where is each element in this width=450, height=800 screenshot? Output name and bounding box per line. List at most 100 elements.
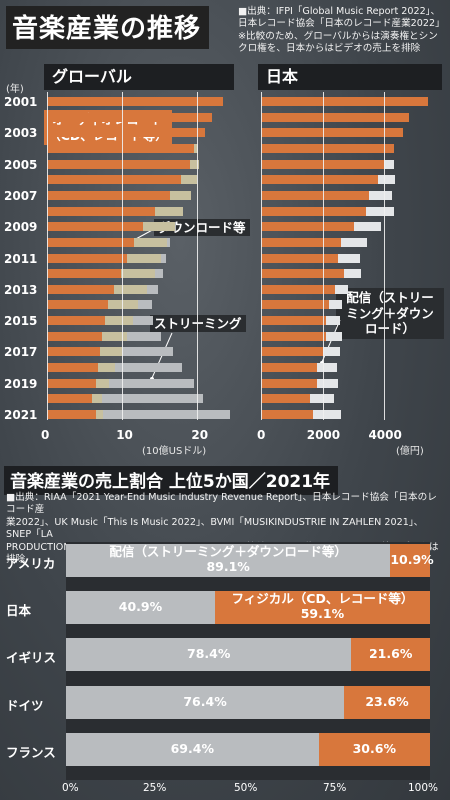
- japan-bar: [344, 269, 362, 279]
- global-x-tick: 20: [191, 428, 209, 442]
- global-bar: [103, 410, 231, 419]
- japan-bar: [338, 253, 360, 263]
- global-bar: [189, 159, 199, 169]
- global-bar: [47, 143, 195, 153]
- share-bar: [66, 638, 352, 671]
- global-panel-title: グローバル: [44, 64, 234, 90]
- japan-bar: [261, 284, 336, 294]
- global-bar: [104, 316, 133, 326]
- global-bar: [134, 237, 167, 247]
- share-x-tick: 75%: [323, 782, 347, 794]
- annotation-download: ダウンロード等: [154, 219, 250, 236]
- global-bar: [126, 331, 162, 341]
- source-note: ■出典：IFPI「Global Music Report 2022」、 日本レコ…: [238, 6, 446, 55]
- share-value-label: 30.6%: [352, 741, 396, 756]
- japan-bar: [261, 378, 317, 388]
- japan-x-tick: 4000: [368, 428, 402, 442]
- share-value-label: 76.4%: [183, 694, 227, 709]
- global-x-tick: 10: [116, 428, 133, 442]
- japan-bar: [261, 97, 428, 106]
- japan-bar: [261, 363, 317, 373]
- year-tick-label: 2001: [4, 95, 38, 109]
- global-bar: [169, 190, 192, 200]
- share-bar: [66, 591, 215, 624]
- global-bar: [137, 300, 153, 310]
- share-bar: [390, 544, 430, 577]
- global-gridline: [197, 92, 199, 420]
- japan-bar: [310, 394, 335, 404]
- share-chart-title: 音楽産業の売上割合 上位5か国／2021年: [4, 466, 339, 495]
- global-bar: [161, 253, 166, 263]
- country-label: フランス: [6, 745, 56, 760]
- japan-bar: [261, 222, 354, 232]
- source-line: ※比較のため、グローバルからは演奏権とシン: [238, 30, 438, 42]
- global-bar: [101, 331, 127, 341]
- global-gridline: [122, 92, 124, 420]
- japan-bar: [261, 190, 370, 200]
- japan-bar: [341, 237, 368, 247]
- japan-gridline: [261, 92, 262, 420]
- japan-bar: [261, 128, 403, 138]
- global-bar: [166, 237, 170, 247]
- japan-bar: [261, 347, 323, 357]
- global-bar: [47, 394, 93, 404]
- global-bar: [113, 284, 147, 294]
- japan-bar: [261, 253, 339, 263]
- japan-bar: [335, 284, 349, 294]
- year-tick-label: 2017: [4, 345, 38, 360]
- global-bar: [194, 143, 199, 153]
- japan-x-tick: 0: [257, 428, 266, 442]
- global-bar: [47, 112, 213, 122]
- global-bar: [122, 347, 173, 357]
- japan-bar: [365, 206, 394, 216]
- japan-bar: [378, 175, 396, 185]
- global-bar: [47, 159, 190, 169]
- share-value-label: 89.1%: [206, 559, 250, 574]
- global-bar: [47, 128, 205, 138]
- japan-bar: [316, 378, 339, 388]
- global-bar: [47, 175, 181, 185]
- japan-bar: [261, 175, 379, 185]
- annotation-japan-digital: 配信（ストリーミング＋ダウンロード）: [336, 288, 444, 339]
- year-tick-label: 2015: [4, 314, 38, 329]
- share-series-name-physical: フィジカル（CD、レコード等）: [231, 591, 414, 606]
- country-label: ドイツ: [6, 698, 44, 713]
- global-bar: [47, 253, 128, 263]
- global-bar: [47, 331, 102, 341]
- global-bar: [174, 222, 177, 232]
- source-line: クロ権を、日本からはビデオの売上を排除: [238, 42, 421, 54]
- share-bar: [214, 591, 430, 624]
- global-bar: [47, 222, 144, 232]
- global-bar: [47, 378, 96, 388]
- share-bar: [66, 733, 319, 766]
- global-bar: [47, 237, 135, 247]
- global-bar: [47, 269, 121, 279]
- global-bar: [155, 269, 163, 279]
- global-bar: [115, 363, 182, 373]
- share-value-label: 21.6%: [368, 646, 413, 661]
- share-value-label: 59.1%: [300, 606, 345, 621]
- share-x-tick: 50%: [234, 782, 258, 794]
- share-value-label: 23.6%: [365, 694, 409, 709]
- country-label: アメリカ: [6, 556, 56, 571]
- global-bar: [100, 347, 123, 357]
- year-tick-label: 2021: [4, 408, 38, 422]
- global-bar: [47, 97, 223, 106]
- year-tick-label: 2019: [4, 376, 38, 391]
- year-tick-label: 2013: [4, 282, 38, 297]
- year-tick-label: 2007: [4, 188, 38, 203]
- share-value-label: 69.4%: [170, 741, 214, 756]
- share-value-label: 78.4%: [187, 646, 231, 661]
- japan-bar: [384, 159, 394, 169]
- japan-bar: [316, 363, 337, 373]
- global-bar: [47, 347, 101, 357]
- global-bar: [47, 206, 156, 216]
- global-bar: [180, 175, 197, 185]
- share-x-tick: 25%: [143, 782, 167, 794]
- share-bar: [318, 733, 430, 766]
- global-bar: [47, 300, 108, 310]
- share-value-label: 10.9%: [390, 552, 434, 567]
- global-gridline: [47, 92, 48, 420]
- share-bar: [66, 686, 345, 719]
- japan-bar: [261, 331, 326, 341]
